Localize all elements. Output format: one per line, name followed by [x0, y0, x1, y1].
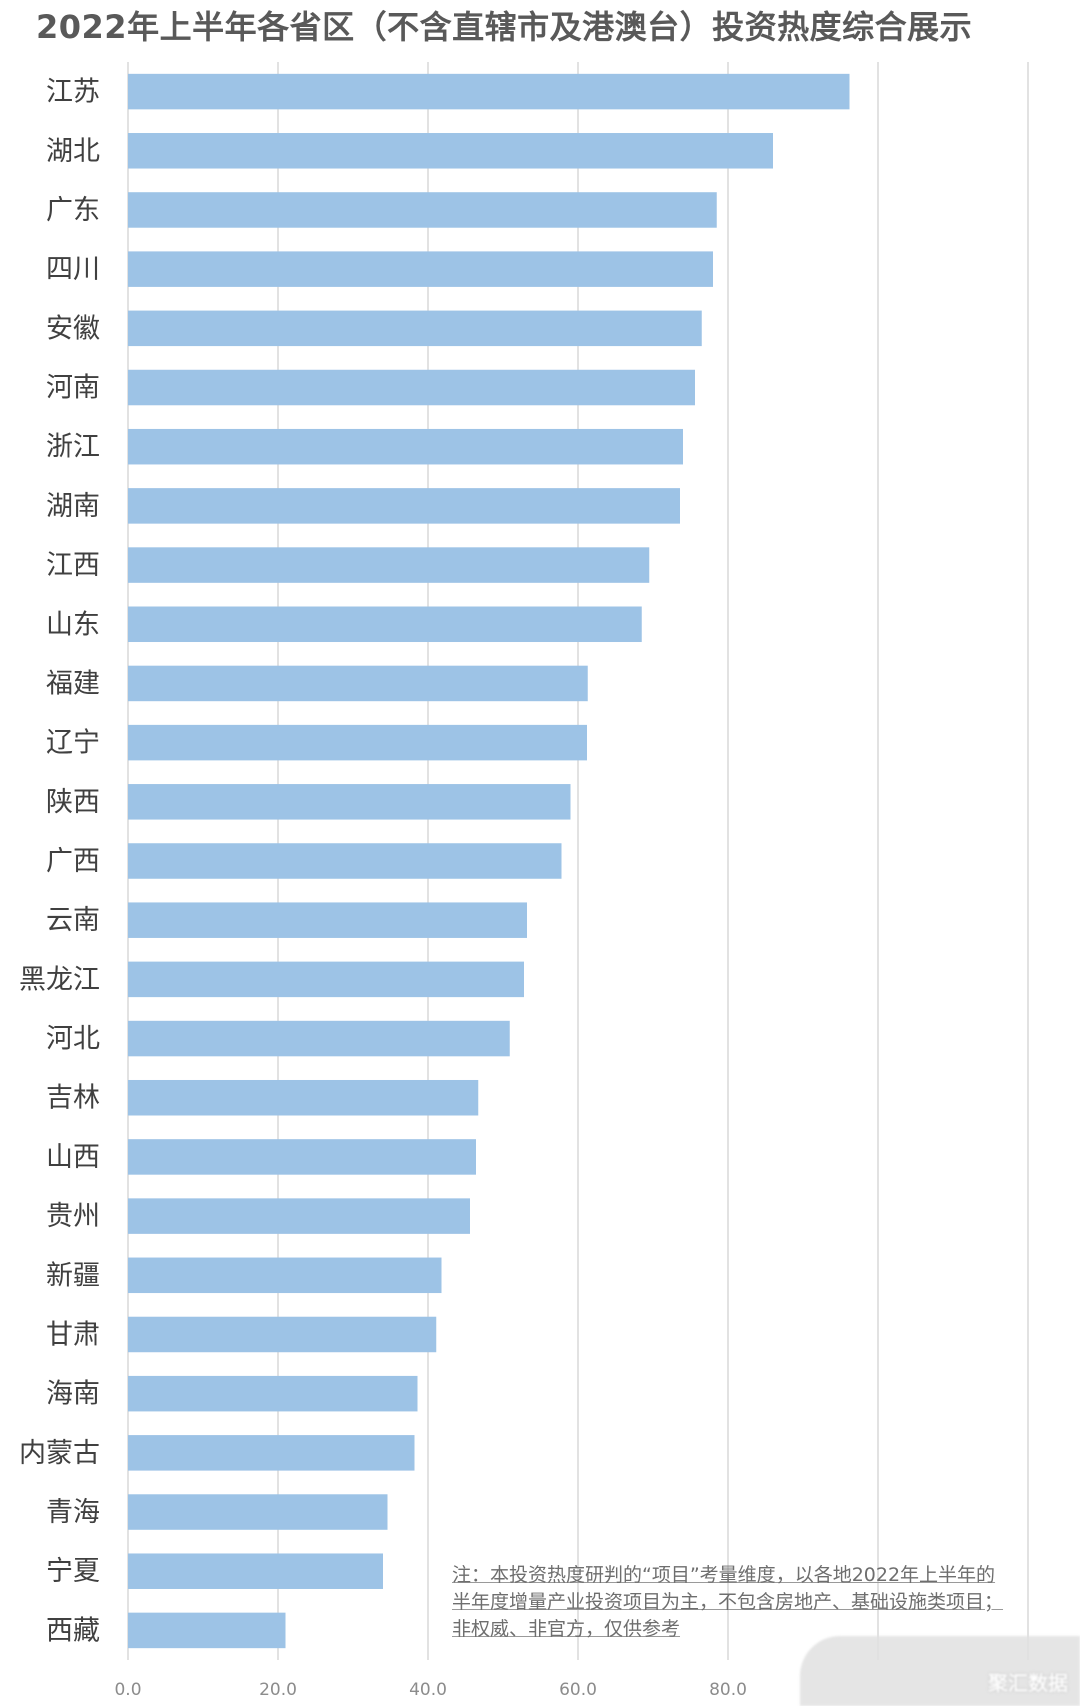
bar: [128, 369, 695, 406]
x-tick-label: 80.0: [709, 1680, 747, 1700]
bar: [128, 1435, 415, 1471]
watermark: 聚汇数据: [800, 1636, 1080, 1706]
footnote: 注：本投资热度研判的“项目”考量维度，以各地2022年上半年的半年度增量产业投资…: [452, 1564, 1004, 1640]
category-label: 内蒙古: [19, 1438, 100, 1469]
category-label: 吉林: [46, 1083, 100, 1114]
category-label: 海南: [46, 1379, 100, 1410]
bar: [128, 724, 587, 761]
bar: [128, 1139, 476, 1175]
bar: [128, 784, 571, 820]
bar: [128, 902, 527, 938]
bar: [128, 1198, 470, 1234]
category-label: 四川: [46, 254, 100, 285]
bar: [128, 251, 713, 287]
category-label: 河南: [46, 373, 100, 404]
chart-title: 2022年上半年各省区（不含直辖市及港澳台）投资热度综合展示: [36, 8, 973, 46]
category-label: 云南: [46, 905, 100, 936]
category-label: 西藏: [46, 1615, 100, 1646]
bar: [128, 547, 650, 583]
category-label: 广东: [46, 195, 100, 226]
category-label: 河北: [46, 1024, 100, 1055]
category-label: 安徽: [46, 313, 100, 344]
category-label: 山西: [46, 1142, 100, 1173]
category-label: 青海: [46, 1497, 100, 1528]
bar: [128, 1375, 418, 1412]
x-tick-label: 20.0: [259, 1680, 297, 1700]
x-tick-label: 40.0: [409, 1680, 447, 1700]
bar: [128, 1494, 388, 1530]
bar: [128, 73, 850, 110]
category-label: 辽宁: [46, 728, 100, 759]
watermark-text: 聚汇数据: [988, 1671, 1068, 1695]
category-label: 甘肃: [46, 1319, 100, 1350]
category-label: 福建: [46, 668, 100, 699]
bar: [128, 1316, 437, 1353]
category-label: 湖北: [46, 136, 100, 167]
bar: [128, 1020, 510, 1057]
category-label: 贵州: [46, 1201, 100, 1232]
x-tick-label: 0.0: [114, 1680, 141, 1700]
bar: [128, 1553, 383, 1589]
bar: [128, 488, 680, 524]
category-label: 江苏: [46, 77, 100, 108]
bar: [128, 665, 588, 702]
category-label: 宁夏: [46, 1556, 100, 1587]
category-label: 江西: [46, 550, 100, 581]
bar: [128, 1257, 442, 1294]
category-label: 陕西: [46, 787, 100, 818]
category-label: 新疆: [46, 1260, 100, 1291]
bar: [128, 310, 702, 347]
bar: [128, 133, 773, 169]
category-label: 广西: [46, 846, 100, 877]
x-tick-label: 60.0: [559, 1680, 597, 1700]
bar: [128, 428, 683, 465]
bar: [128, 192, 717, 228]
category-label: 黑龙江: [19, 964, 100, 995]
bar: [128, 1079, 479, 1116]
category-label: 湖南: [46, 491, 100, 522]
bar: [128, 1612, 286, 1649]
category-label: 浙江: [46, 432, 100, 463]
bar: [128, 843, 562, 879]
bar: [128, 606, 642, 643]
category-label: 山东: [46, 609, 100, 640]
bar: [128, 961, 524, 998]
